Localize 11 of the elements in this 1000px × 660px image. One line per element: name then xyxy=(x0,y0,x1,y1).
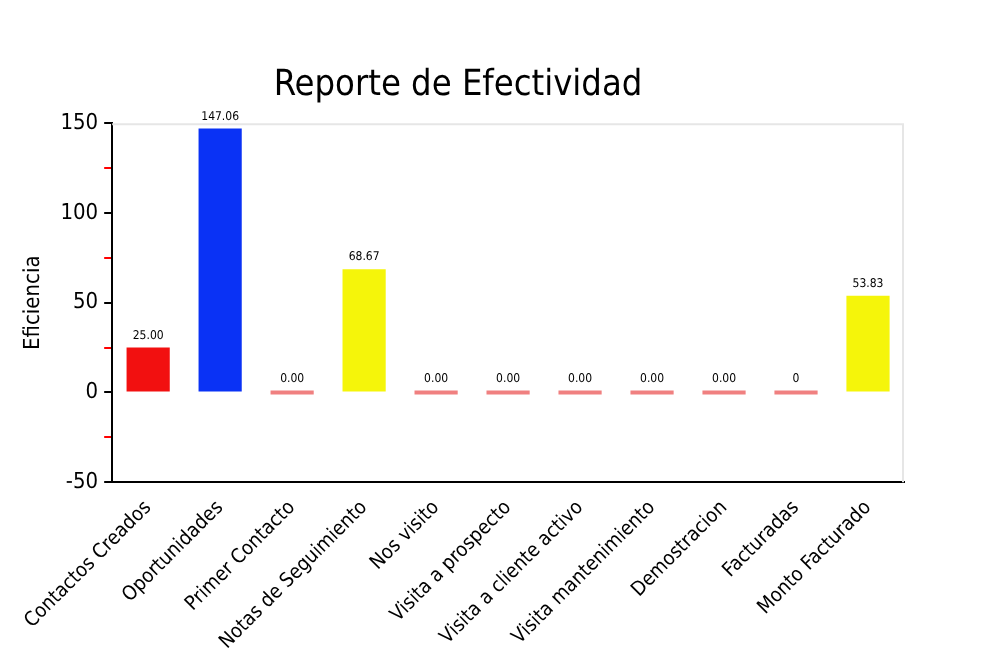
y-axis-title: Eficiencia xyxy=(18,255,45,350)
bar xyxy=(342,269,386,392)
y-tick-label: 150 xyxy=(60,108,99,135)
bar xyxy=(198,128,242,392)
bar xyxy=(126,347,170,392)
y-tick-label: 100 xyxy=(60,198,99,225)
y-tick-label: 50 xyxy=(72,288,99,315)
y-tick-label: 0 xyxy=(85,378,99,405)
y-tick-label: -50 xyxy=(65,467,99,494)
bar xyxy=(846,295,890,392)
chart-title: Reporte de Efectividad xyxy=(273,62,643,105)
